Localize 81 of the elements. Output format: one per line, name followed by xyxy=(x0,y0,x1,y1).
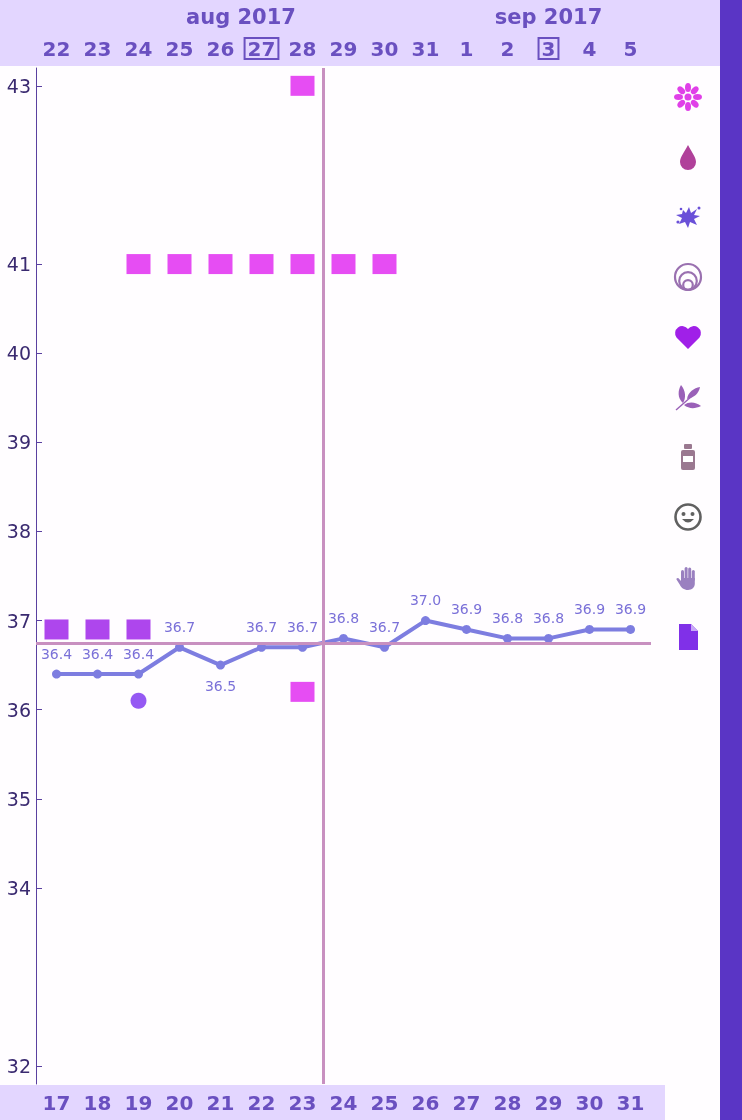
point xyxy=(503,633,512,643)
data-label: 36.7 xyxy=(163,618,196,635)
point xyxy=(134,669,143,679)
data-label: 36.9 xyxy=(573,600,606,617)
data-label: 36.8 xyxy=(532,609,565,626)
y-tick-label: 32 xyxy=(6,1055,31,1078)
x-tick-label: 20 xyxy=(165,1091,194,1115)
point xyxy=(339,633,348,643)
x-tick-label: 29 xyxy=(534,1091,563,1115)
point xyxy=(85,619,110,640)
x-tick-label: 24 xyxy=(329,1091,358,1115)
point xyxy=(462,624,471,634)
data-label: 36.7 xyxy=(368,618,401,635)
x2-tick-label: 4 xyxy=(582,37,597,61)
data-label: 36.9 xyxy=(450,600,483,617)
x2-tick-label: 3 xyxy=(541,37,556,61)
x-tick-label: 31 xyxy=(616,1091,645,1115)
data-label: 36.4 xyxy=(122,645,155,662)
point xyxy=(331,254,356,275)
point xyxy=(421,616,430,626)
x-tick-label: 17 xyxy=(42,1091,71,1115)
point xyxy=(216,660,225,670)
x-tick-label: 21 xyxy=(206,1091,235,1115)
text: sep 2017 xyxy=(494,5,603,29)
data-label: 36.7 xyxy=(245,618,278,635)
x2-tick-label: 22 xyxy=(42,37,71,61)
point xyxy=(130,692,147,709)
data-label: 36.8 xyxy=(491,609,524,626)
point xyxy=(290,75,315,96)
y-tick-label: 37 xyxy=(6,609,31,632)
x2-tick-label: 5 xyxy=(623,37,638,61)
data-label: 36.9 xyxy=(614,600,647,617)
x2-tick-label: 26 xyxy=(206,37,235,61)
point xyxy=(626,624,635,634)
point xyxy=(249,254,274,275)
x-tick-label: 27 xyxy=(452,1091,481,1115)
x-tick-label: 23 xyxy=(288,1091,317,1115)
y-tick-label: 43 xyxy=(6,74,31,97)
text: aug 2017 xyxy=(186,5,296,29)
x2-tick-label: 1 xyxy=(459,37,474,61)
data-label: 36.8 xyxy=(327,609,360,626)
point xyxy=(544,633,553,643)
point xyxy=(126,254,151,275)
data-label: 36.4 xyxy=(81,645,114,662)
y-tick-label: 40 xyxy=(6,342,31,365)
point xyxy=(208,254,233,275)
data-label: 36.7 xyxy=(286,618,319,635)
x-tick-label: 19 xyxy=(124,1091,153,1115)
point xyxy=(290,254,315,275)
x-tick-label: 28 xyxy=(493,1091,522,1115)
x2-tick-label: 2 xyxy=(500,37,515,61)
x2-tick-label: 24 xyxy=(124,37,153,61)
x2-tick-label: 25 xyxy=(165,37,194,61)
x-tick-label: 25 xyxy=(370,1091,399,1115)
y-tick-label: 41 xyxy=(6,253,31,276)
y-tick-label: 38 xyxy=(6,520,31,543)
data-label: 36.5 xyxy=(204,677,237,694)
point xyxy=(93,669,102,679)
x2-tick-label: 23 xyxy=(83,37,112,61)
y-tick-label: 39 xyxy=(6,431,31,454)
x2-tick-label: 31 xyxy=(411,37,440,61)
x-tick-label: 22 xyxy=(247,1091,276,1115)
y-tick-label: 34 xyxy=(6,876,31,899)
x2-tick-label: 27 xyxy=(247,37,276,61)
x2-tick-label: 28 xyxy=(288,37,317,61)
x2-tick-label: 30 xyxy=(370,37,399,61)
x2-tick-label: 29 xyxy=(329,37,358,61)
x-tick-label: 30 xyxy=(575,1091,604,1115)
data-label: 36.4 xyxy=(40,645,73,662)
y-tick-label: 36 xyxy=(6,698,31,721)
x-tick-label: 18 xyxy=(83,1091,112,1115)
point xyxy=(167,254,192,275)
y-tick-label: 35 xyxy=(6,787,31,810)
point xyxy=(44,619,69,640)
point xyxy=(52,669,61,679)
point xyxy=(372,254,397,275)
x-tick-label: 26 xyxy=(411,1091,440,1115)
data-label: 37.0 xyxy=(409,592,442,609)
point xyxy=(585,624,594,634)
point xyxy=(290,681,315,702)
point xyxy=(126,619,151,640)
